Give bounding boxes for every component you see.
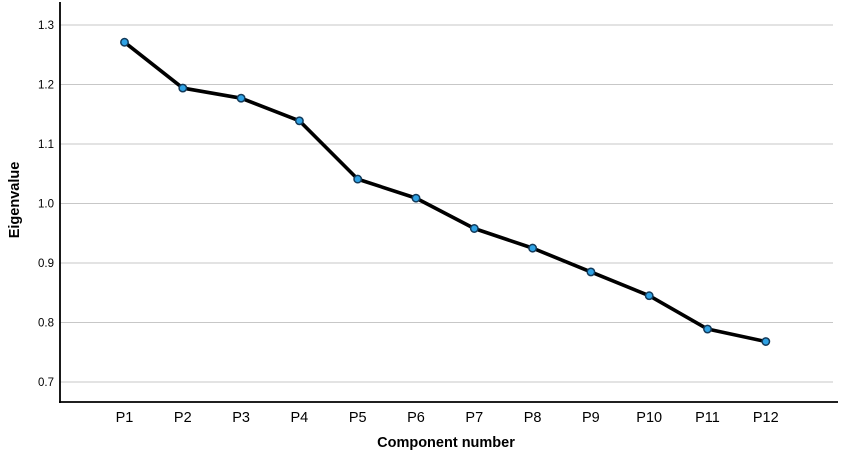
data-point-P7 [469, 224, 479, 233]
data-point-P12 [761, 337, 771, 346]
x-tick-label: P3 [232, 410, 250, 426]
x-tick-label: P4 [291, 410, 309, 426]
data-point-P9 [586, 267, 596, 277]
y-tick-label: 1.0 [38, 199, 54, 211]
x-tick-label: P2 [174, 410, 192, 426]
y-tick-label: 1.3 [38, 20, 54, 32]
x-tick-label: P12 [753, 410, 779, 426]
data-point-P6 [411, 193, 421, 203]
y-tick-label: 0.7 [38, 377, 54, 389]
x-tick-label: P11 [695, 410, 720, 426]
x-tick-label: P7 [465, 410, 483, 426]
y-tick-label: 1.1 [38, 139, 54, 151]
x-tick-label: P9 [582, 410, 600, 426]
y-tick-label: 1.2 [38, 80, 54, 92]
x-tick-label: P1 [116, 410, 134, 426]
x-tick-label: P10 [636, 410, 662, 426]
x-axis-title: Component number [377, 435, 515, 451]
data-point-P3 [236, 93, 246, 103]
data-point-P5 [353, 174, 363, 184]
x-tick-label: P5 [349, 410, 367, 426]
data-point-P2 [178, 83, 188, 93]
y-tick-label: 0.8 [38, 318, 54, 330]
data-point-P4 [294, 116, 304, 126]
series-line [122, 40, 768, 344]
data-point-P1 [120, 37, 129, 47]
data-point-P11 [703, 324, 712, 334]
y-tick-label: 0.9 [38, 258, 54, 270]
data-point-P10 [644, 291, 654, 301]
x-tick-label: P6 [407, 410, 425, 426]
y-axis-title: Eigenvalue [7, 161, 23, 239]
data-point-P8 [528, 243, 538, 253]
x-tick-label: P8 [524, 410, 542, 426]
